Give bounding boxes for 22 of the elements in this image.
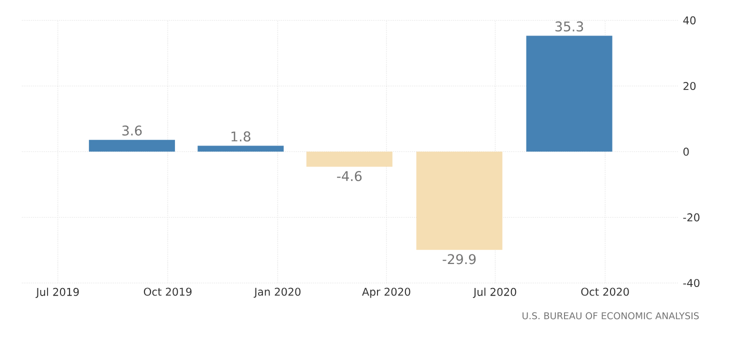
- y-tick-label: -20: [683, 213, 700, 222]
- data-label: 1.8: [232, 131, 250, 142]
- x-tick-label: Oct 2019: [144, 288, 192, 296]
- y-tick-label: 20: [683, 82, 696, 90]
- y-tick-label: -40: [683, 278, 700, 288]
- y-tick-label: 0: [683, 148, 689, 156]
- x-tick-label: Jul 2020: [472, 288, 516, 298]
- bar: [416, 152, 502, 250]
- x-tick-label: Oct 2020: [581, 288, 629, 296]
- text: U.S. BUREAU OF ECONOMIC ANALYSIS: [522, 312, 699, 320]
- x-tick-label: Apr 2020: [362, 288, 410, 298]
- bar: [306, 152, 392, 167]
- bar: [88, 140, 175, 152]
- bar: [198, 146, 284, 152]
- data-label: 3.6: [122, 125, 142, 136]
- x-tick-label: Jan 2020: [254, 288, 300, 298]
- data-label: -4.6: [337, 171, 362, 182]
- x-tick-label: Jul 2019: [36, 288, 79, 298]
- data-label: -29.9: [442, 254, 476, 264]
- bar: [526, 36, 612, 152]
- y-tick-label: 40: [683, 16, 696, 24]
- data-label: 35.3: [555, 21, 584, 32]
